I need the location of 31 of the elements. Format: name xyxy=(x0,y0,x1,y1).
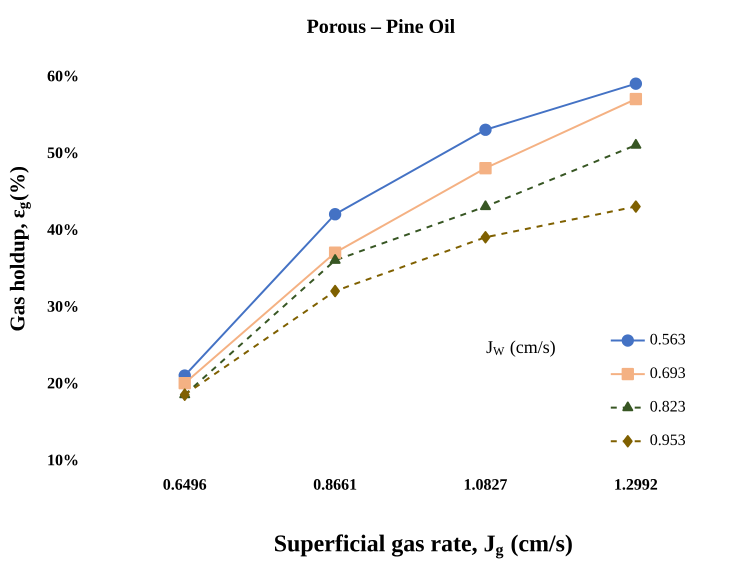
x-tick-label: 1.2992 xyxy=(615,479,658,490)
y-tick-label: 60% xyxy=(48,70,78,82)
legend-label: 0.693 xyxy=(650,367,686,378)
y-tick-label: 30% xyxy=(48,301,78,312)
x-tick-label: 0.6496 xyxy=(163,479,206,490)
point xyxy=(479,124,492,136)
x-tick-label: 0.8661 xyxy=(314,479,356,490)
chart-title: Porous – Pine Oil xyxy=(306,19,455,34)
point xyxy=(328,208,342,220)
y-tick-label: 50% xyxy=(48,147,78,158)
legend-label: 0.823 xyxy=(650,400,686,412)
point xyxy=(330,284,340,298)
point xyxy=(480,200,491,210)
legend-label: 0.563 xyxy=(650,334,686,345)
point xyxy=(630,78,642,90)
point xyxy=(479,162,492,174)
y-tick-label: 20% xyxy=(48,378,78,389)
x-axis-title: Superficial gas rate, J$_{g}$ (cm/s) xyxy=(275,534,572,558)
y-tick-label: 40% xyxy=(47,224,78,236)
y-tick-label: 10% xyxy=(48,454,78,466)
legend-title: J$_{W}$ (cm/s) xyxy=(486,340,555,357)
point xyxy=(480,231,490,244)
point xyxy=(330,254,341,264)
point xyxy=(630,200,641,213)
y-axis-title: Gas holdup, ε$_{g}$(%) xyxy=(10,166,31,331)
legend-label: 0.953 xyxy=(650,434,686,446)
point xyxy=(178,377,191,390)
point xyxy=(180,388,190,401)
point xyxy=(630,92,642,106)
x-tick-label: 1.0827 xyxy=(464,479,508,490)
point xyxy=(630,138,642,149)
